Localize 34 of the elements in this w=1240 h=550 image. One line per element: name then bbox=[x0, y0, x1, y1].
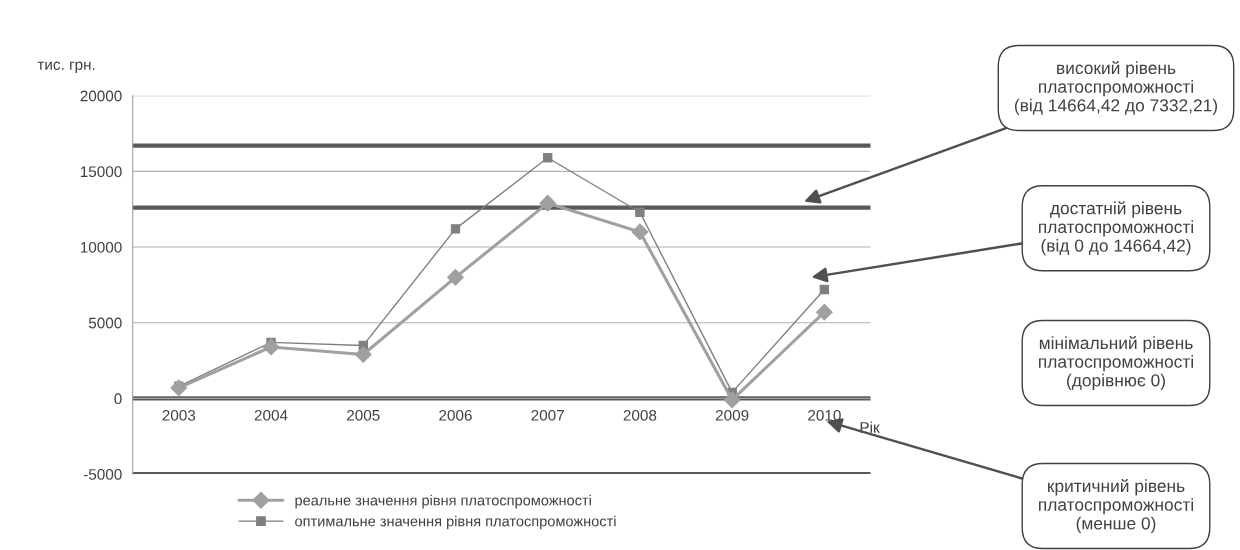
x-tick-label: 2005 bbox=[347, 409, 380, 421]
legend-label: оптимальне значення рівня платоспроможності bbox=[295, 515, 616, 530]
text: достатній рівень платоспроможності (від 0 до 14664,42) bbox=[1039, 201, 1194, 256]
x-tick-label: 2007 bbox=[531, 409, 564, 421]
x-axis-title: Рік bbox=[860, 421, 880, 433]
point bbox=[170, 379, 188, 397]
text: високий рівень платоспроможності (від 14664,42 до 7332,21) bbox=[1014, 61, 1218, 115]
point bbox=[815, 303, 833, 321]
point bbox=[450, 224, 461, 234]
y-tick-label: 10000 bbox=[80, 241, 122, 253]
x-tick-label: 2010 bbox=[808, 409, 841, 421]
point bbox=[635, 207, 645, 217]
x-tick-label: 2008 bbox=[623, 409, 657, 421]
point bbox=[447, 268, 464, 286]
x-tick-label: 2004 bbox=[254, 409, 288, 421]
y-axis-title: тис. грн. bbox=[37, 61, 95, 73]
text: критичний рівень платоспроможності (менше 0) bbox=[1039, 479, 1194, 533]
point bbox=[539, 194, 557, 212]
legend-label: реальне значення рівня платоспроможності bbox=[295, 494, 591, 509]
point bbox=[543, 153, 553, 163]
point bbox=[631, 223, 649, 241]
y-tick-label: 0 bbox=[114, 393, 122, 405]
point bbox=[262, 338, 280, 356]
y-tick-label: 5000 bbox=[88, 317, 122, 329]
point bbox=[819, 284, 830, 295]
y-tick-label: -5000 bbox=[83, 468, 122, 480]
text: мінімальний рівень платоспроможності (дорівнює 0) bbox=[1039, 336, 1194, 390]
point bbox=[354, 346, 372, 363]
x-tick-label: 2006 bbox=[439, 409, 472, 421]
y-tick-label: 20000 bbox=[80, 90, 122, 102]
point bbox=[723, 391, 741, 409]
y-tick-label: 15000 bbox=[80, 166, 122, 178]
x-tick-label: 2009 bbox=[715, 409, 749, 421]
x-tick-label: 2003 bbox=[162, 409, 196, 421]
